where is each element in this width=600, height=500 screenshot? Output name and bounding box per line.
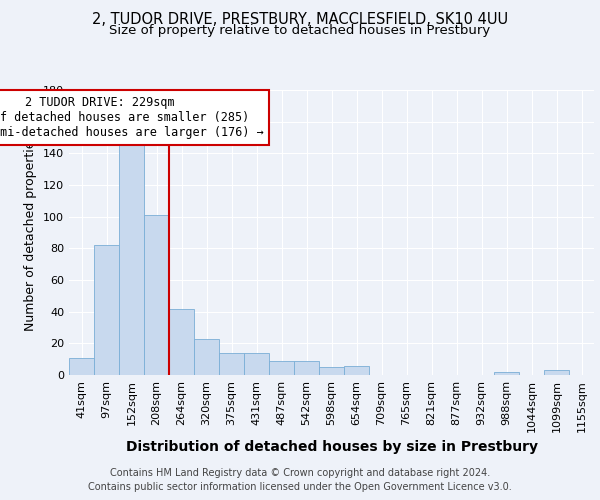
Bar [169, 308, 194, 375]
Bar [269, 361, 294, 375]
Bar [294, 361, 319, 375]
Bar [94, 245, 119, 375]
Bar [144, 215, 169, 375]
Bar [69, 358, 94, 375]
Bar [319, 367, 344, 375]
Bar [219, 353, 244, 375]
Bar [544, 370, 569, 375]
Text: Contains HM Land Registry data © Crown copyright and database right 2024.
Contai: Contains HM Land Registry data © Crown c… [88, 468, 512, 492]
Bar [119, 146, 144, 375]
Text: 2, TUDOR DRIVE, PRESTBURY, MACCLESFIELD, SK10 4UU: 2, TUDOR DRIVE, PRESTBURY, MACCLESFIELD,… [92, 12, 508, 28]
Text: 2 TUDOR DRIVE: 229sqm
← 62% of detached houses are smaller (285)
38% of semi-det: 2 TUDOR DRIVE: 229sqm ← 62% of detached … [0, 96, 263, 140]
Bar [194, 338, 219, 375]
Bar [344, 366, 369, 375]
Y-axis label: Number of detached properties: Number of detached properties [25, 134, 37, 331]
Bar [494, 372, 519, 375]
X-axis label: Distribution of detached houses by size in Prestbury: Distribution of detached houses by size … [125, 440, 538, 454]
Text: Size of property relative to detached houses in Prestbury: Size of property relative to detached ho… [109, 24, 491, 37]
Bar [244, 353, 269, 375]
